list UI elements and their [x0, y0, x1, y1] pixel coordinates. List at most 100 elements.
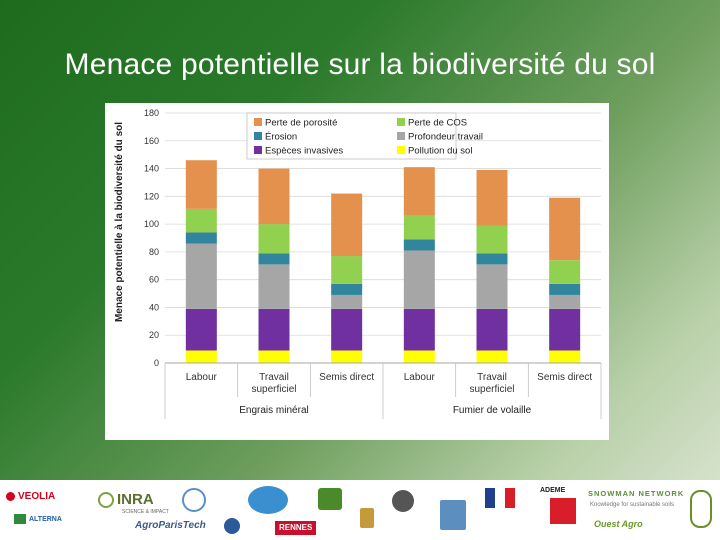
- y-tick-label: 100: [144, 219, 159, 229]
- inra-tagline: SCIENCE & IMPACT: [122, 509, 169, 515]
- category-label: Travail: [477, 372, 507, 383]
- bar-segment: [476, 264, 508, 309]
- bar-segment: [403, 167, 435, 216]
- slide-title: Menace potentielle sur la biodiversité d…: [64, 48, 656, 81]
- legend-swatch: [397, 132, 405, 140]
- french-flag-icon: [485, 488, 515, 508]
- bar-segment: [331, 294, 363, 309]
- legend-swatch: [254, 118, 262, 126]
- rennes-logo: RENNES: [275, 521, 317, 535]
- legend-label: Pollution du sol: [408, 146, 472, 157]
- bar-segment: [258, 264, 290, 309]
- bar-segment: [258, 168, 290, 225]
- veolia-circle-icon: [6, 492, 15, 501]
- bar-segment: [403, 250, 435, 309]
- category-label: Semis direct: [537, 372, 592, 383]
- chart-container: Menace potentielle à la biodiversité du …: [105, 103, 609, 440]
- bar-segment: [549, 308, 581, 351]
- bar-segment: [258, 224, 290, 254]
- bar-segment: [185, 350, 217, 363]
- group-label: Engrais minéral: [239, 405, 308, 416]
- y-tick-label: 120: [144, 191, 159, 201]
- y-axis-label: Menace potentielle à la biodiversité du …: [114, 122, 125, 322]
- y-tick-label: 40: [149, 302, 159, 312]
- y-tick-label: 20: [149, 330, 159, 340]
- stacked-bar-chart: Menace potentielle à la biodiversité du …: [114, 108, 602, 419]
- legend-swatch: [254, 146, 262, 154]
- bar-segment: [331, 283, 363, 295]
- snowman-tagline: Knowledge for sustainable soils: [590, 502, 675, 508]
- bar-segment: [185, 232, 217, 244]
- ademe-logo: ADEME: [540, 487, 566, 494]
- ademe-red-square-icon: [550, 498, 576, 524]
- bar-segment: [476, 253, 508, 265]
- y-tick-label: 180: [144, 108, 159, 118]
- ouest-agro-logo: Ouest Agro: [594, 519, 643, 529]
- bar-segment: [403, 215, 435, 240]
- bar-segment: [185, 243, 217, 309]
- bar-segment: [476, 225, 508, 254]
- bar-segment: [258, 253, 290, 265]
- legend-swatch: [254, 132, 262, 140]
- bar-segment: [258, 350, 290, 363]
- bar-segment: [549, 294, 581, 309]
- partner-logo-strip: VEOLIA ALTERNA INRA SCIENCE & IMPACT Agr…: [0, 480, 720, 540]
- legend-label: Espèces invasives: [265, 146, 343, 157]
- legend: Perte de porosité Perte de COS Érosion Prof…: [246, 112, 483, 160]
- alterna-logo: ALTERNA: [14, 514, 62, 524]
- bar-segment: [549, 283, 581, 295]
- green-crest-icon: [318, 488, 342, 510]
- bar-segment: [476, 308, 508, 351]
- legend-label: Perte de porosité: [265, 118, 337, 129]
- cirad-circle-icon: [224, 518, 240, 534]
- alterna-mark-icon: [14, 514, 26, 524]
- bar-segment: [331, 308, 363, 351]
- category-label: Labour: [186, 372, 218, 383]
- y-tick-label: 140: [144, 164, 159, 174]
- bar-segment: [403, 308, 435, 351]
- bar-segment: [258, 308, 290, 351]
- y-tick-label: 80: [149, 247, 159, 257]
- bar-segment: [476, 350, 508, 363]
- bar-segment: [185, 160, 217, 209]
- category-label: Travail: [259, 372, 289, 383]
- bars: [185, 160, 581, 363]
- blue-bookmark-icon: [440, 500, 466, 530]
- orange-mark-icon: [360, 508, 374, 528]
- legend-swatch: [397, 118, 405, 126]
- bar-segment: [403, 239, 435, 251]
- bar-segment: [403, 350, 435, 363]
- bar-segment: [331, 256, 363, 284]
- legend-label: Perte de COS: [408, 118, 467, 129]
- seal-icon: [182, 488, 206, 512]
- legend-label: Érosion: [265, 132, 297, 143]
- agro-campus-badge-icon: [248, 486, 288, 514]
- legend-swatch: [397, 146, 405, 154]
- category-label: superficiel: [251, 384, 296, 395]
- agroparistech-logo: AgroParisTech: [135, 520, 206, 531]
- bar-segment: [185, 308, 217, 351]
- bar-segment: [476, 169, 508, 226]
- y-tick-label: 160: [144, 136, 159, 146]
- bar-segment: [549, 197, 581, 261]
- inra-logo: INRA: [98, 492, 154, 509]
- category-label: Semis direct: [319, 372, 374, 383]
- y-tick-label: 60: [149, 275, 159, 285]
- y-tick-label: 0: [154, 358, 159, 368]
- grey-emblem-icon: [392, 490, 414, 512]
- bar-segment: [331, 350, 363, 363]
- y-ticks: 0 20 40 60 80 100 120 140 160 180: [144, 108, 159, 368]
- category-label: Labour: [404, 372, 436, 383]
- legend-box: [246, 112, 457, 160]
- bar-segment: [331, 193, 363, 257]
- snowman-network-logo: SNOWMAN NETWORK: [588, 489, 685, 498]
- group-label: Fumier de volaille: [453, 405, 532, 416]
- bar-segment: [549, 350, 581, 363]
- bar-segment: [549, 260, 581, 284]
- green-plant-icon: [690, 490, 712, 528]
- veolia-logo: VEOLIA: [6, 492, 55, 502]
- inra-leaf-icon: [98, 492, 114, 509]
- bar-segment: [185, 208, 217, 233]
- category-label: superficiel: [469, 384, 514, 395]
